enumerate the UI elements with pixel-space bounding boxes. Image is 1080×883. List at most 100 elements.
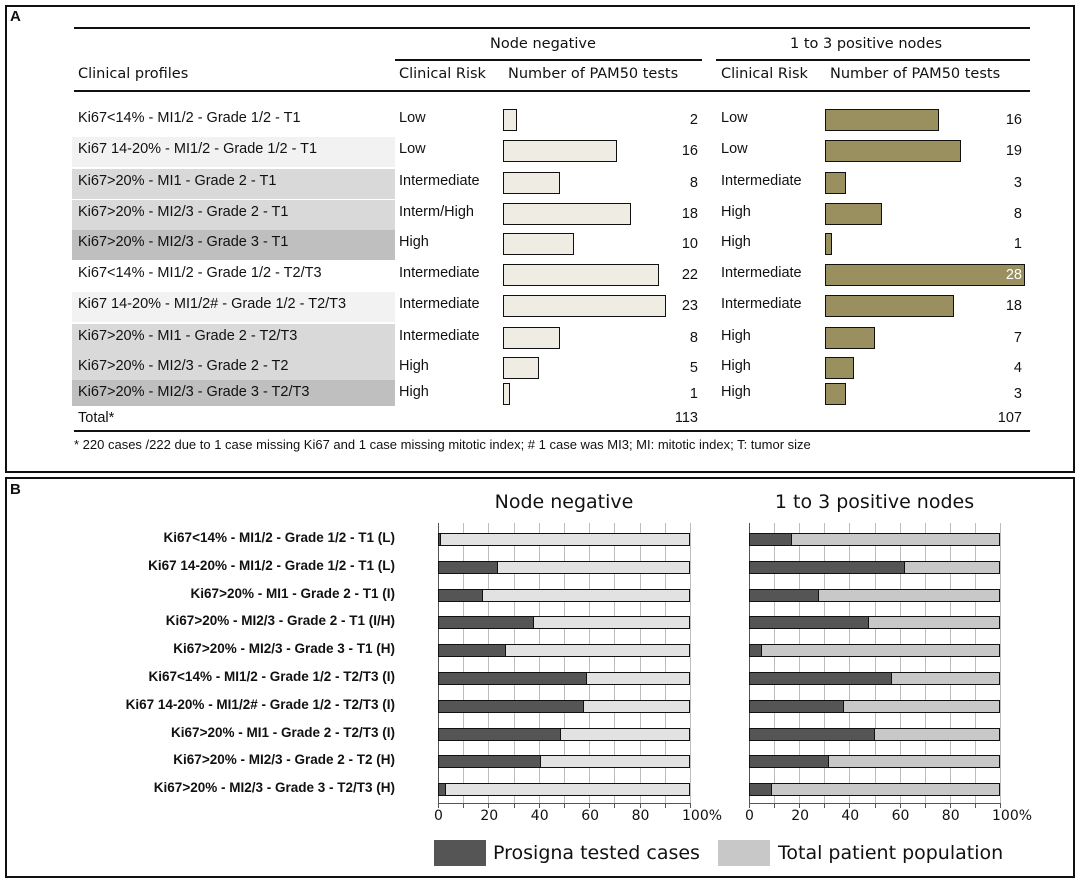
profile-label: Ki67>20% - MI2/3 - Grade 3 - T1 — [78, 234, 289, 250]
x-tick-label: 20 — [480, 808, 499, 824]
gridline — [463, 523, 465, 805]
x-tick-mark — [1000, 803, 1001, 808]
x-tick-label: 0 — [434, 808, 443, 824]
bar-prosigna-tested — [438, 783, 446, 797]
legend-swatch-total — [718, 840, 770, 866]
x-tick-mark — [690, 803, 691, 808]
header-clinical-profiles: Clinical profiles — [78, 66, 189, 82]
x-tick-mark — [614, 803, 616, 808]
x-tick-label: 80 — [941, 808, 960, 824]
header-pn-number-tests: Number of PAM50 tests — [830, 66, 1001, 82]
legend-label-tested: Prosigna tested cases — [493, 842, 700, 864]
x-tick-label: 0 — [745, 808, 754, 824]
gridline — [924, 523, 926, 805]
profile-row-shade — [72, 261, 395, 291]
gridline — [438, 523, 439, 805]
x-tick-mark — [749, 803, 750, 808]
nn-count: 23 — [681, 298, 698, 314]
nn-bar — [503, 172, 560, 194]
x-tick-mark — [924, 803, 926, 808]
nn-count: 22 — [681, 267, 698, 283]
x-tick-mark — [899, 803, 901, 808]
positive-nodes-rule — [716, 59, 1030, 61]
bar-prosigna-tested — [438, 672, 587, 685]
gridline — [488, 523, 490, 805]
x-tick-label: 80 — [631, 808, 650, 824]
nn-bar — [503, 357, 539, 379]
nn-count: 2 — [689, 112, 698, 128]
node-negative-rule — [395, 59, 702, 61]
bar-prosigna-tested — [438, 699, 585, 713]
pn-bar — [825, 327, 875, 349]
x-axis-line — [438, 803, 690, 804]
pn-clinical-risk: Low — [721, 110, 748, 126]
bar-prosigna-tested — [438, 727, 562, 741]
profile-label: Ki67>20% - MI1 - Grade 2 - T1 — [78, 173, 277, 189]
category-label: Ki67<14% - MI1/2 - Grade 1/2 - T1 (L) — [163, 530, 395, 545]
x-tick-mark — [488, 803, 490, 808]
pn-bar — [825, 172, 847, 194]
x-tick-label: 60 — [891, 808, 910, 824]
pn-count: 28 — [1005, 267, 1022, 283]
x-tick-mark — [564, 803, 565, 808]
bar-prosigna-tested — [438, 560, 499, 574]
profile-label: Ki67 14-20% - MI1/2# - Grade 1/2 - T2/T3 — [78, 296, 347, 312]
nn-total: 113 — [674, 410, 698, 426]
nn-bar — [503, 295, 667, 317]
gridline — [564, 523, 565, 805]
bar-prosigna-tested — [749, 783, 772, 797]
nn-count: 5 — [689, 360, 698, 376]
gridline — [639, 523, 641, 805]
gridline — [513, 523, 515, 805]
gridline — [690, 523, 691, 805]
header-bottom-rule — [74, 90, 1030, 92]
profile-label: Ki67>20% - MI2/3 - Grade 2 - T1 — [78, 204, 289, 220]
nn-clinical-risk: High — [399, 234, 429, 250]
x-tick-mark — [664, 803, 666, 808]
table-top-rule — [74, 27, 1030, 29]
pn-count: 19 — [1005, 143, 1022, 159]
chart-title: Node negative — [494, 491, 634, 513]
bar-total-population — [749, 644, 1000, 658]
header-pn-clinical-risk: Clinical Risk — [721, 66, 808, 82]
header-nn-number-tests: Number of PAM50 tests — [508, 66, 679, 82]
x-tick-mark — [463, 803, 465, 808]
header-positive-nodes: 1 to 3 positive nodes — [790, 36, 943, 52]
header-nn-clinical-risk: Clinical Risk — [399, 66, 486, 82]
profile-label: Ki67<14% - MI1/2 - Grade 1/2 - T2/T3 — [78, 265, 322, 281]
x-tick-mark — [874, 803, 876, 808]
total-label: Total* — [78, 410, 115, 426]
category-label: Ki67>20% - MI2/3 - Grade 3 - T2/T3 (H) — [153, 780, 395, 796]
bar-total-population — [438, 783, 690, 797]
bar-prosigna-tested — [749, 672, 893, 685]
pn-clinical-risk: High — [721, 234, 751, 250]
nn-clinical-risk: Intermediate — [399, 328, 480, 344]
category-label: Ki67>20% - MI1 - Grade 2 - T2/T3 (I) — [171, 724, 395, 740]
panel-b-label: B — [10, 481, 21, 498]
pn-count: 3 — [1013, 386, 1022, 402]
x-tick-mark — [799, 803, 801, 808]
profile-row-shade — [72, 354, 395, 384]
profile-row-shade — [72, 106, 395, 136]
nn-clinical-risk: Intermediate — [399, 265, 480, 281]
pn-bar — [825, 109, 940, 131]
table-bottom-rule — [74, 430, 1030, 432]
x-tick-mark — [824, 803, 826, 808]
x-tick-mark — [589, 803, 591, 808]
gridline — [614, 523, 616, 805]
x-tick-mark — [538, 803, 540, 808]
nn-clinical-risk: Intermediate — [399, 173, 480, 189]
pn-clinical-risk: Low — [721, 141, 748, 157]
nn-count: 1 — [689, 386, 698, 402]
pn-count: 3 — [1013, 175, 1022, 191]
pn-count: 16 — [1005, 112, 1022, 128]
bar-prosigna-tested — [438, 644, 507, 658]
nn-bar — [503, 327, 560, 349]
legend-label-total: Total patient population — [778, 842, 1004, 864]
nn-count: 10 — [681, 236, 698, 252]
gridline — [664, 523, 666, 805]
pn-bar — [825, 357, 854, 379]
footnote: * 220 cases /222 due to 1 case missing K… — [74, 437, 811, 452]
profile-row-shade — [72, 292, 395, 322]
gridline — [799, 523, 801, 805]
